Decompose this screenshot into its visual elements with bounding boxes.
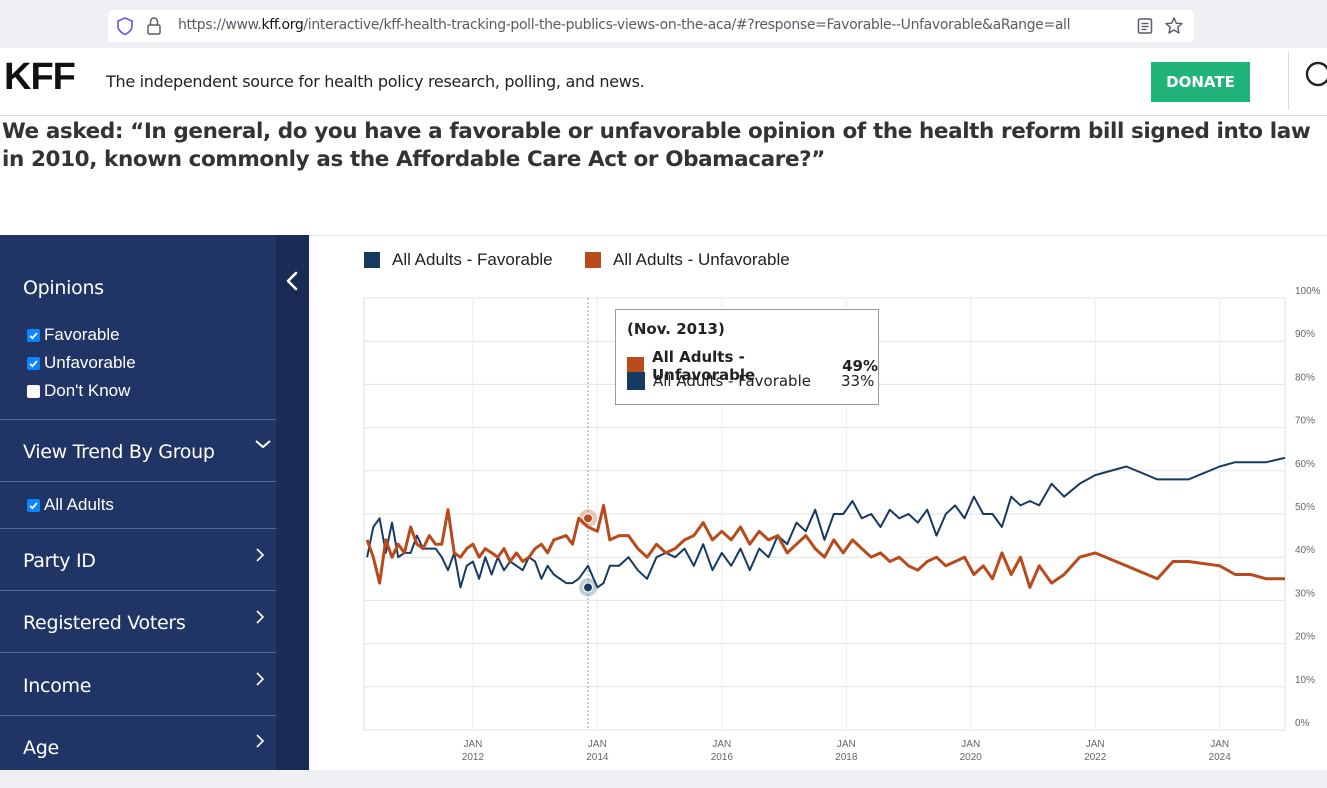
tooltip-value: 33% xyxy=(840,372,875,390)
x-tick-label: 2012 xyxy=(462,752,485,763)
checkbox-label: All Adults xyxy=(44,495,114,514)
bottom-bar xyxy=(0,770,1327,788)
tooltip-title: (Nov. 2013) xyxy=(627,320,725,338)
tooltip-series-name: All Adults - Favorable xyxy=(653,372,811,390)
url-bar[interactable]: https://www.kff.org/interactive/kff-heal… xyxy=(108,10,1194,42)
legend-item-favorable[interactable]: All Adults - Favorable xyxy=(364,250,553,270)
x-tick-label: JAN xyxy=(961,739,980,750)
x-tick-label: JAN xyxy=(463,739,482,750)
url-text[interactable]: https://www.kff.org/interactive/kff-heal… xyxy=(178,17,1071,33)
series-line-favorable xyxy=(366,456,1286,589)
kff-logo[interactable]: KFF xyxy=(4,56,76,98)
legend-swatch-unfavorable xyxy=(585,252,601,268)
y-tick-label: 10% xyxy=(1295,675,1315,686)
legend-swatch-favorable xyxy=(364,252,380,268)
x-tick-label: 2018 xyxy=(835,752,858,763)
y-tick-label: 30% xyxy=(1295,588,1315,599)
tooltip-row-unfavorable: All Adults - Unfavorable 49% xyxy=(627,348,878,384)
chevron-right-icon[interactable] xyxy=(253,545,267,570)
hover-point-favorable xyxy=(583,582,594,593)
x-tick-label: 2024 xyxy=(1209,752,1232,763)
checkbox-checked-icon[interactable] xyxy=(27,498,40,512)
checkbox-label: Don't Know xyxy=(44,381,131,400)
x-tick-label: JAN xyxy=(1210,739,1229,750)
y-tick-label: 90% xyxy=(1295,329,1315,340)
checkbox-favorable[interactable]: Favorable xyxy=(27,325,120,345)
checkbox-unfavorable[interactable]: Unfavorable xyxy=(27,353,136,373)
y-tick-label: 20% xyxy=(1295,632,1315,643)
separator xyxy=(0,590,276,591)
group-registered-voters[interactable]: Registered Voters xyxy=(23,612,186,634)
x-tick-label: 2020 xyxy=(960,752,983,763)
y-tick-label: 50% xyxy=(1295,502,1315,513)
line-chart[interactable]: 0% 10% 20% 30% 40% 50% 60% 70% 80% 90% 100% JAN 2012… xyxy=(309,236,1327,771)
y-tick-label: 70% xyxy=(1295,416,1315,427)
survey-question: We asked: “In general, do you have a fav… xyxy=(2,119,1311,172)
x-tick-label: 2016 xyxy=(711,752,734,763)
checkbox-label: Unfavorable xyxy=(44,353,136,372)
hover-point-unfavorable xyxy=(583,513,594,524)
chart-panel: All Adults - Favorable All Adults - Unfa… xyxy=(309,235,1327,771)
separator xyxy=(0,715,276,716)
x-tick-label: 2014 xyxy=(586,752,609,763)
y-tick-label: 60% xyxy=(1295,459,1315,470)
legend-label: All Adults - Unfavorable xyxy=(613,250,790,269)
opinions-title: Opinions xyxy=(23,277,104,299)
legend-item-unfavorable[interactable]: All Adults - Unfavorable xyxy=(585,250,790,270)
lock-icon[interactable] xyxy=(146,16,162,41)
checkbox-checked-icon[interactable] xyxy=(27,356,40,370)
shield-icon[interactable] xyxy=(116,16,134,41)
donate-button[interactable]: DONATE xyxy=(1151,62,1250,102)
x-tick-label: JAN xyxy=(588,739,607,750)
view-trend-title[interactable]: View Trend By Group xyxy=(23,441,215,463)
search-icon[interactable] xyxy=(1302,60,1327,95)
collapse-sidebar-icon[interactable] xyxy=(278,263,306,299)
separator xyxy=(0,481,276,482)
x-tick-label: JAN xyxy=(712,739,731,750)
tooltip-row-favorable: All Adults - Favorable 33% xyxy=(627,372,874,390)
legend-label: All Adults - Favorable xyxy=(392,250,553,269)
group-party-id[interactable]: Party ID xyxy=(23,550,96,572)
chart-tooltip: (Nov. 2013) All Adults - Unfavorable 49%… xyxy=(615,309,879,405)
checkbox-dont-know[interactable]: Don't Know xyxy=(27,381,130,401)
y-tick-label: 40% xyxy=(1295,545,1315,556)
chevron-right-icon[interactable] xyxy=(253,669,267,694)
tooltip-value: 49% xyxy=(842,357,878,375)
checkbox-checked-icon[interactable] xyxy=(27,328,40,342)
y-tick-label: 0% xyxy=(1295,718,1310,729)
separator xyxy=(0,528,276,529)
filter-sidebar: Opinions Favorable Unfavorable Don't Kno… xyxy=(0,235,309,770)
chevron-right-icon[interactable] xyxy=(253,731,267,756)
chevron-down-icon[interactable] xyxy=(253,434,273,459)
y-tick-label: 80% xyxy=(1295,372,1315,383)
checkbox-unchecked-icon[interactable] xyxy=(27,384,40,398)
header-divider xyxy=(1288,52,1289,110)
x-tick-label: JAN xyxy=(1086,739,1105,750)
chevron-right-icon[interactable] xyxy=(253,607,267,632)
group-age[interactable]: Age xyxy=(23,737,59,759)
collapse-strip xyxy=(276,235,309,770)
tooltip-swatch-favorable xyxy=(627,372,645,390)
tagline: The independent source for health policy… xyxy=(106,72,645,91)
bookmark-star-icon[interactable] xyxy=(1164,16,1184,41)
checkbox-all-adults[interactable]: All Adults xyxy=(27,495,114,515)
separator xyxy=(0,652,276,653)
x-tick-label: 2022 xyxy=(1084,752,1107,763)
site-header: KFF The independent source for health po… xyxy=(0,48,1327,116)
checkbox-label: Favorable xyxy=(44,325,120,344)
y-tick-label: 100% xyxy=(1295,286,1321,297)
series-line-unfavorable xyxy=(365,503,1285,589)
x-tick-label: JAN xyxy=(837,739,856,750)
reader-view-icon[interactable] xyxy=(1136,16,1154,41)
group-income[interactable]: Income xyxy=(23,675,92,697)
browser-toolbar: https://www.kff.org/interactive/kff-heal… xyxy=(0,0,1327,48)
tooltip-swatch-unfavorable xyxy=(627,357,644,375)
tooltip-series-name: All Adults - Unfavorable xyxy=(652,348,756,384)
separator xyxy=(0,419,276,420)
